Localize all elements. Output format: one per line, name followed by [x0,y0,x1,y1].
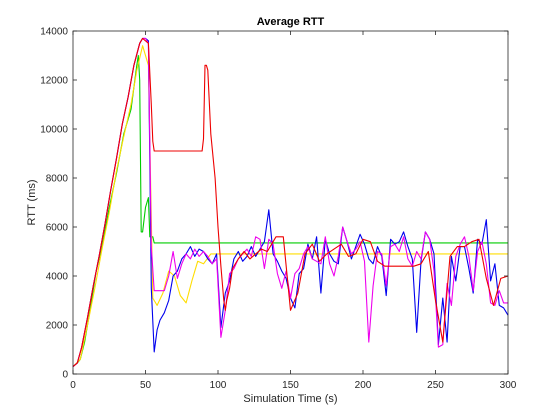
series-line-4 [72,37,508,368]
plot-area [73,31,508,374]
x-tick-label: 250 [427,380,444,391]
series-layer [72,37,509,368]
series-line-1 [72,54,508,368]
series-line-2 [72,45,508,367]
y-tick-label: 4000 [46,272,69,283]
y-tick-label: 0 [62,370,68,381]
x-tick-label: 200 [355,380,372,391]
y-tick-label: 2000 [46,321,69,332]
y-tick-label: 6000 [46,223,69,234]
y-tick-label: 14000 [40,27,68,38]
series-line-3 [72,37,509,368]
x-tick-label: 300 [500,380,517,391]
y-tick-label: 10000 [40,125,68,136]
x-axis-label: Simulation Time (s) [243,393,337,405]
x-tick-label: 0 [70,380,76,391]
y-tick-label: 12000 [40,76,68,87]
series-line-5 [72,37,509,368]
y-axis-label: RTT (ms) [26,179,38,225]
x-tick-label: 50 [140,380,152,391]
y-tick-label: 8000 [46,174,69,185]
x-tick-label: 150 [282,380,299,391]
x-tick-label: 100 [210,380,227,391]
ticks-layer: 0 50 100 150 200 250 300 0 2000 4000 6000 8000 10000… [40,27,517,392]
chart-title: Average RTT [257,16,325,28]
